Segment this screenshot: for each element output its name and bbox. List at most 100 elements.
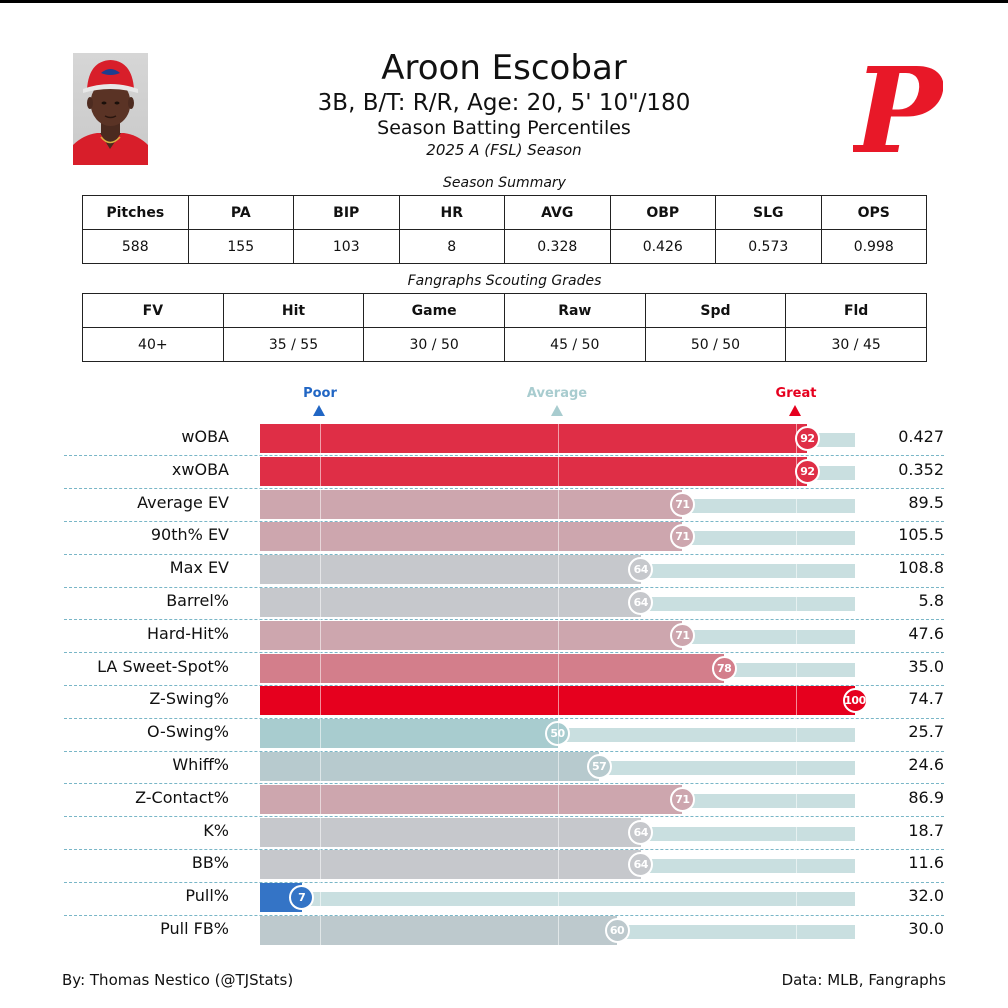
metric-label: Pull FB% xyxy=(160,919,229,938)
percentile-bar xyxy=(260,686,855,716)
player-name: Aroon Escobar xyxy=(381,48,627,88)
metric-value: 0.352 xyxy=(898,459,944,479)
scouting-value-2: 30 / 50 xyxy=(363,327,505,362)
scouting-header-1: Hit xyxy=(222,293,365,328)
percentile-row: Whiff% 57 24.6 xyxy=(0,750,1008,783)
metric-label: K% xyxy=(203,820,229,840)
percentile-bar xyxy=(260,456,808,486)
percentile-row: Pull% 7 32.0 xyxy=(0,881,1008,914)
percentile-marker: 64 xyxy=(628,557,654,583)
metric-value: 35.0 xyxy=(908,656,944,676)
legend-average-marker xyxy=(551,405,563,416)
footer-source: Data: MLB, Fangraphs xyxy=(781,971,946,989)
scouting-value-5: 30 / 45 xyxy=(785,327,927,362)
percentile-marker: 71 xyxy=(669,524,695,550)
scouting-value-1: 35 / 55 xyxy=(222,327,365,362)
percentile-marker: 71 xyxy=(669,622,695,648)
percentile-row: LA Sweet-Spot% 78 35.0 xyxy=(0,652,1008,685)
percentile-row: Barrel% 64 5.8 xyxy=(0,586,1008,619)
metric-label: Z-Contact% xyxy=(135,787,229,807)
metric-value: 105.5 xyxy=(898,525,944,545)
percentile-track xyxy=(261,892,855,907)
row-separator xyxy=(64,586,944,588)
percentile-bar xyxy=(260,719,558,749)
summary-header-3: HR xyxy=(398,195,505,230)
percentile-bar xyxy=(260,784,683,814)
metric-value: 30.0 xyxy=(908,919,944,938)
percentile-row: Hard-Hit% 71 47.6 xyxy=(0,619,1008,652)
row-separator xyxy=(64,553,944,555)
metric-value: 47.6 xyxy=(908,623,944,643)
percentile-marker: 60 xyxy=(604,918,630,943)
scouting-header-3: Raw xyxy=(503,293,646,328)
percentile-marker: 92 xyxy=(794,458,820,484)
row-separator xyxy=(64,816,944,818)
row-separator xyxy=(64,684,944,686)
footer-credit: By: Thomas Nestico (@TJStats) xyxy=(62,971,294,989)
metric-value: 11.6 xyxy=(908,853,944,873)
percentile-bar xyxy=(260,817,641,847)
percentile-marker: 64 xyxy=(628,590,654,615)
percentile-bar xyxy=(260,850,641,880)
row-separator xyxy=(64,881,944,883)
percentile-marker: 57 xyxy=(586,754,612,779)
summary-value-0: 588 xyxy=(82,229,189,264)
percentile-bar xyxy=(260,522,683,552)
percentile-bar xyxy=(260,620,683,650)
summary-header-2: BIP xyxy=(293,195,400,230)
percentile-row: wOBA 92 0.427 xyxy=(0,422,1008,455)
scouting-value-0: 40+ xyxy=(82,327,224,362)
percentile-bar xyxy=(260,555,641,585)
percentile-marker: 7 xyxy=(289,885,315,911)
metric-label: LA Sweet-Spot% xyxy=(97,656,229,676)
percentile-marker: 92 xyxy=(794,426,820,451)
percentile-row: xwOBA 92 0.352 xyxy=(0,455,1008,488)
percentile-bar xyxy=(260,752,600,781)
row-separator xyxy=(64,520,944,522)
percentile-bar xyxy=(260,489,683,519)
percentile-row: Z-Contact% 71 86.9 xyxy=(0,783,1008,816)
legend-great-label: Great xyxy=(775,386,817,401)
percentile-marker: 64 xyxy=(628,852,654,878)
percentile-row: Max EV 64 108.8 xyxy=(0,553,1008,586)
row-separator xyxy=(64,783,944,785)
percentile-marker: 71 xyxy=(669,786,695,812)
metric-label: Hard-Hit% xyxy=(146,623,229,643)
summary-header-1: PA xyxy=(187,195,294,230)
metric-value: 86.9 xyxy=(908,787,944,807)
legend-great-marker xyxy=(789,405,801,416)
summary-value-5: 0.426 xyxy=(609,229,716,264)
scouting-grades-table: FV Hit Game Raw Spd Fld 40+ 35 / 55 30 / 50 45 /… xyxy=(82,293,927,362)
season-label: 2025 A (FSL) Season xyxy=(426,141,582,159)
row-separator xyxy=(64,652,944,654)
metric-value: 5.8 xyxy=(918,591,944,610)
legend-average-label: Average xyxy=(526,386,588,401)
summary-value-3: 8 xyxy=(398,229,505,264)
season-summary-title: Season Summary xyxy=(443,175,566,191)
row-separator xyxy=(64,455,944,457)
percentile-row: O-Swing% 50 25.7 xyxy=(0,717,1008,750)
metric-label: xwOBA xyxy=(171,459,229,479)
scouting-header-0: FV xyxy=(82,293,224,328)
metric-label: Whiff% xyxy=(172,755,229,774)
percentile-row: Z-Swing% 100 74.7 xyxy=(0,684,1008,717)
summary-value-1: 155 xyxy=(187,229,294,264)
percentile-marker: 78 xyxy=(711,655,737,681)
metric-label: O-Swing% xyxy=(147,722,229,742)
percentile-bar xyxy=(260,424,808,453)
row-separator xyxy=(64,717,944,719)
season-summary-table: Pitches PA BIP HR AVG OBP SLG OPS 588 155 103 8 0.3… xyxy=(82,195,927,264)
metric-label: BB% xyxy=(191,853,229,873)
scouting-value-3: 45 / 50 xyxy=(503,327,646,362)
metric-label: Average EV xyxy=(137,492,229,512)
metric-value: 32.0 xyxy=(908,886,944,906)
percentile-row: K% 64 18.7 xyxy=(0,816,1008,849)
percentile-marker: 71 xyxy=(669,491,695,517)
metric-label: Z-Swing% xyxy=(149,689,229,709)
top-border xyxy=(0,0,1008,3)
scouting-header-4: Spd xyxy=(644,293,787,328)
percentile-marker: 50 xyxy=(545,721,570,747)
metric-value: 0.427 xyxy=(898,427,944,446)
svg-text:P: P xyxy=(853,52,943,164)
metric-label: wOBA xyxy=(181,427,229,446)
